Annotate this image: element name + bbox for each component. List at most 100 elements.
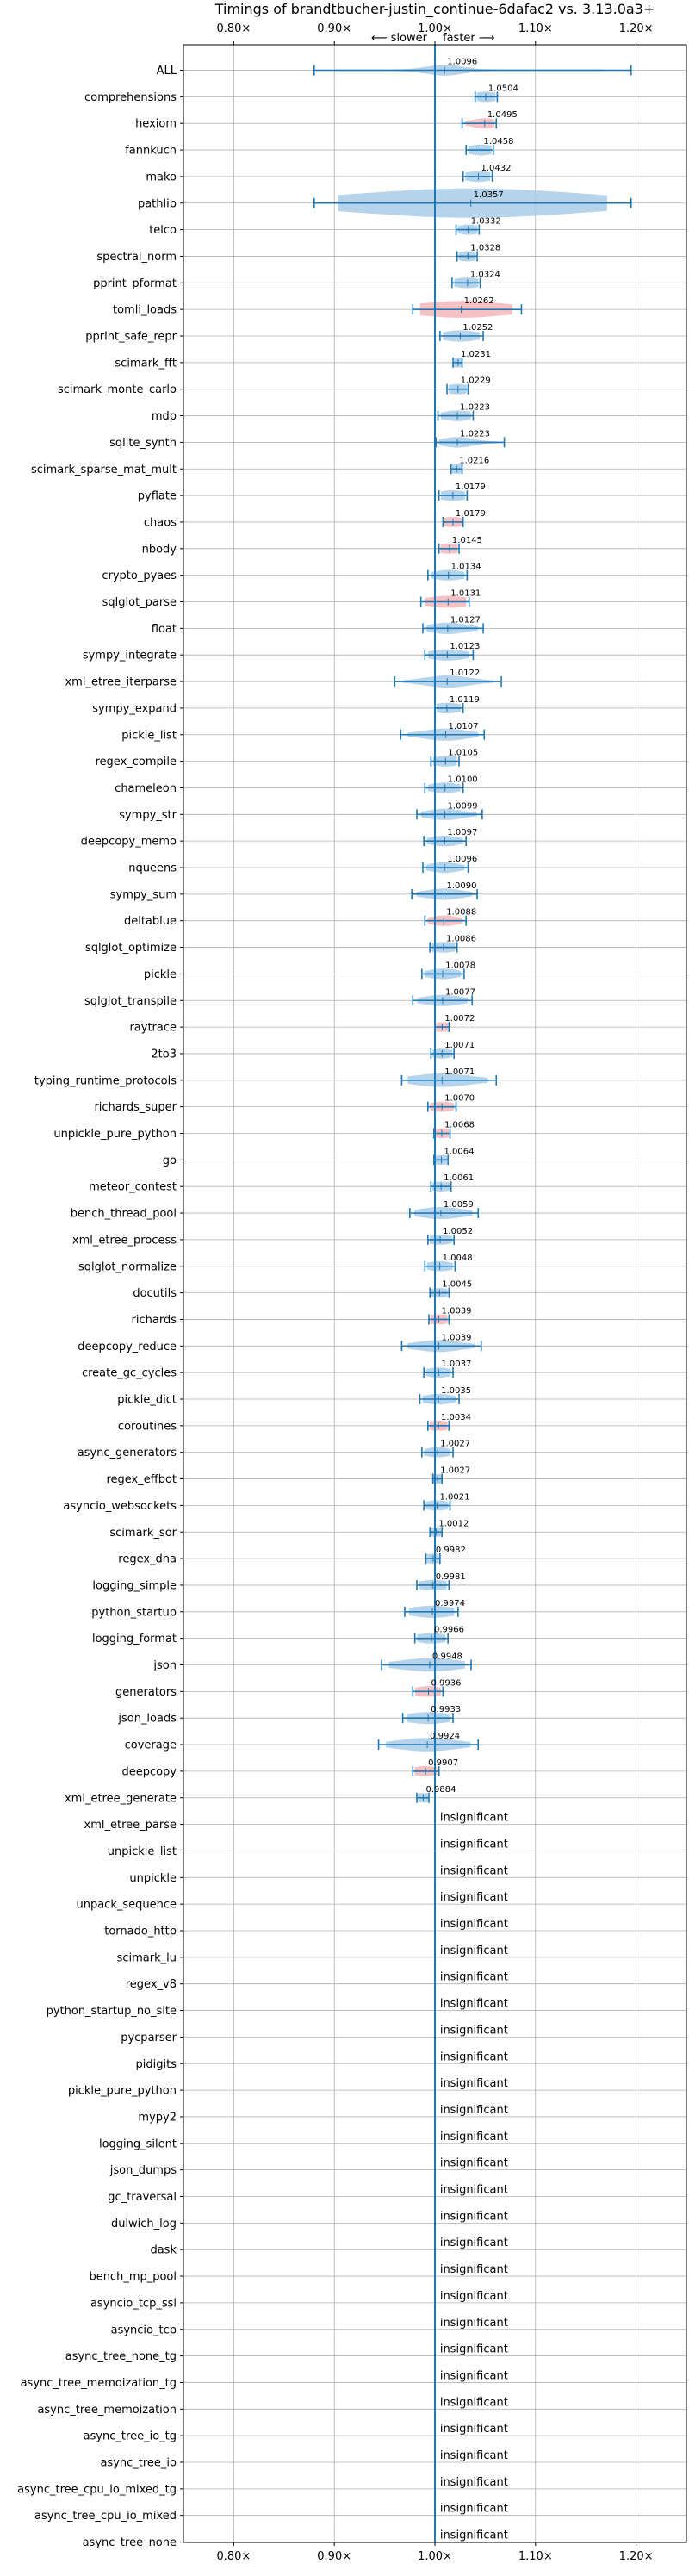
benchmark-label: coverage (125, 1739, 177, 1752)
insignificant-label: insignificant (440, 2369, 508, 2382)
value-label: 1.0231 (461, 350, 491, 359)
value-label: 1.0123 (450, 642, 480, 651)
insignificant-label: insignificant (440, 2396, 508, 2409)
insignificant-label: insignificant (440, 2529, 508, 2542)
insignificant-label: insignificant (440, 2343, 508, 2356)
benchmark-label: xml_etree_iterparse (65, 676, 177, 689)
benchmark-label: logging_simple (92, 1579, 177, 1592)
benchmark-label: deepcopy_reduce (78, 1341, 177, 1353)
insignificant-label: insignificant (440, 1891, 508, 1904)
insignificant-label: insignificant (440, 1998, 508, 2011)
value-label: 1.0012 (438, 1519, 469, 1528)
insignificant-label: insignificant (440, 2050, 508, 2063)
benchmark-label: xml_etree_parse (84, 1819, 177, 1832)
insignificant-label: insignificant (440, 2423, 508, 2436)
bottom-tick-label: 1.10× (518, 2550, 553, 2563)
benchmark-label: scimark_sor (109, 1527, 177, 1540)
insignificant-label: insignificant (440, 2210, 508, 2223)
benchmark-label: ALL (157, 65, 177, 78)
benchmark-label: sqlglot_transpile (84, 995, 177, 1008)
benchmark-label: sympy_expand (92, 702, 177, 715)
insignificant-label: insignificant (440, 1944, 508, 1957)
value-label: 1.0077 (445, 987, 475, 997)
insignificant-label: insignificant (440, 2263, 508, 2276)
faster-label: faster ⟶ (443, 32, 495, 45)
benchmark-label: xml_etree_process (72, 1234, 177, 1247)
insignificant-label: insignificant (440, 2317, 508, 2330)
benchmark-label: tomli_loads (113, 304, 177, 317)
value-label: 1.0027 (440, 1440, 470, 1449)
chart-title: Timings of brandtbucher-justin_continue-… (214, 1, 655, 18)
value-label: 1.0096 (447, 58, 477, 67)
benchmark-label: pyflate (138, 490, 177, 503)
value-label: 1.0039 (442, 1333, 472, 1342)
value-label: 1.0504 (488, 84, 518, 93)
insignificant-label: insignificant (440, 1864, 508, 1877)
benchmark-label: regex_dna (118, 1553, 177, 1566)
benchmark-label: raytrace (129, 1022, 177, 1035)
benchmark-label: asyncio_tcp (111, 2324, 177, 2336)
value-label: 1.0252 (462, 323, 493, 333)
benchmark-label: sqlglot_normalize (78, 1260, 177, 1273)
top-tick-label: 1.00× (418, 22, 452, 35)
benchmark-label: asyncio_websockets (63, 1500, 177, 1513)
value-label: 1.0432 (481, 164, 511, 173)
value-label: 1.0059 (444, 1200, 474, 1210)
value-label: 1.0045 (442, 1280, 472, 1290)
value-label: 1.0328 (470, 243, 500, 252)
insignificant-label: insignificant (440, 1838, 508, 1851)
value-label: 0.9924 (430, 1732, 460, 1741)
benchmark-label: float (152, 623, 177, 636)
value-label: 1.0071 (444, 1067, 475, 1077)
value-label: 0.9966 (434, 1626, 464, 1635)
benchmark-label: async_tree_io (100, 2457, 177, 2470)
value-label: 1.0458 (483, 137, 513, 146)
benchmark-label: crypto_pyaes (102, 569, 177, 582)
benchmark-label: 2to3 (151, 1048, 177, 1061)
benchmark-label: dask (150, 2244, 177, 2257)
value-label: 1.0324 (470, 270, 500, 279)
benchmark-label: bench_thread_pool (71, 1208, 177, 1221)
benchmark-label: async_tree_cpu_io_mixed (34, 2510, 177, 2523)
value-label: 1.0070 (444, 1094, 475, 1104)
value-label: 1.0100 (448, 775, 478, 784)
value-label: 0.9933 (431, 1705, 461, 1714)
benchmark-label: sympy_integrate (83, 650, 177, 663)
benchmark-label: meteor_contest (89, 1181, 177, 1194)
benchmark-label: hexiom (135, 118, 177, 131)
value-label: 1.0072 (444, 1014, 475, 1024)
benchmark-label: tornado_http (104, 1926, 177, 1938)
value-label: 1.0071 (444, 1041, 475, 1050)
insignificant-label: insignificant (440, 1918, 508, 1931)
benchmark-label: unpickle_pure_python (53, 1128, 177, 1141)
benchmark-label: asyncio_tcp_ssl (90, 2297, 177, 2310)
benchmark-label: unpickle_list (108, 1845, 177, 1858)
benchmark-label: mypy2 (138, 2111, 177, 2124)
x-tick-labels: 0.80× 0.80× 0.90× 0.90× 1.00× 1.00× 1.10× 1.10×… (216, 22, 653, 2563)
value-label: 1.0027 (440, 1466, 470, 1476)
value-label: 1.0035 (441, 1386, 471, 1396)
slower-label: ⟵ slower (371, 32, 428, 45)
value-label: 1.0068 (444, 1121, 475, 1130)
top-tick-label: 0.90× (317, 22, 351, 35)
value-label: 1.0052 (443, 1227, 473, 1236)
benchmark-label: gc_traversal (108, 2191, 177, 2204)
value-labels: 1.0096 1.0504 1.0495 1.0458 1.0432 1.0357 1.03… (425, 58, 518, 2542)
benchmark-label: richards (132, 1314, 177, 1327)
insignificant-label: insignificant (440, 2184, 508, 2197)
benchmark-label: async_tree_memoization (37, 2404, 177, 2417)
benchmark-label: pathlib (138, 197, 177, 210)
benchmark-label: nqueens (128, 862, 177, 875)
value-label: 1.0021 (439, 1492, 469, 1502)
benchmark-label: regex_compile (95, 756, 177, 768)
value-label: 1.0090 (447, 881, 477, 891)
benchmark-label: sympy_sum (110, 888, 177, 901)
benchmark-label: pycparser (121, 2032, 177, 2044)
value-label: 1.0099 (448, 801, 478, 811)
insignificant-label: insignificant (440, 2024, 508, 2037)
benchmark-label: comprehensions (84, 91, 177, 104)
value-label: 0.9907 (428, 1758, 458, 1768)
value-label: 1.0495 (487, 110, 518, 120)
benchmark-label: scimark_sparse_mat_mult (31, 464, 177, 476)
value-label: 0.9974 (435, 1599, 465, 1608)
